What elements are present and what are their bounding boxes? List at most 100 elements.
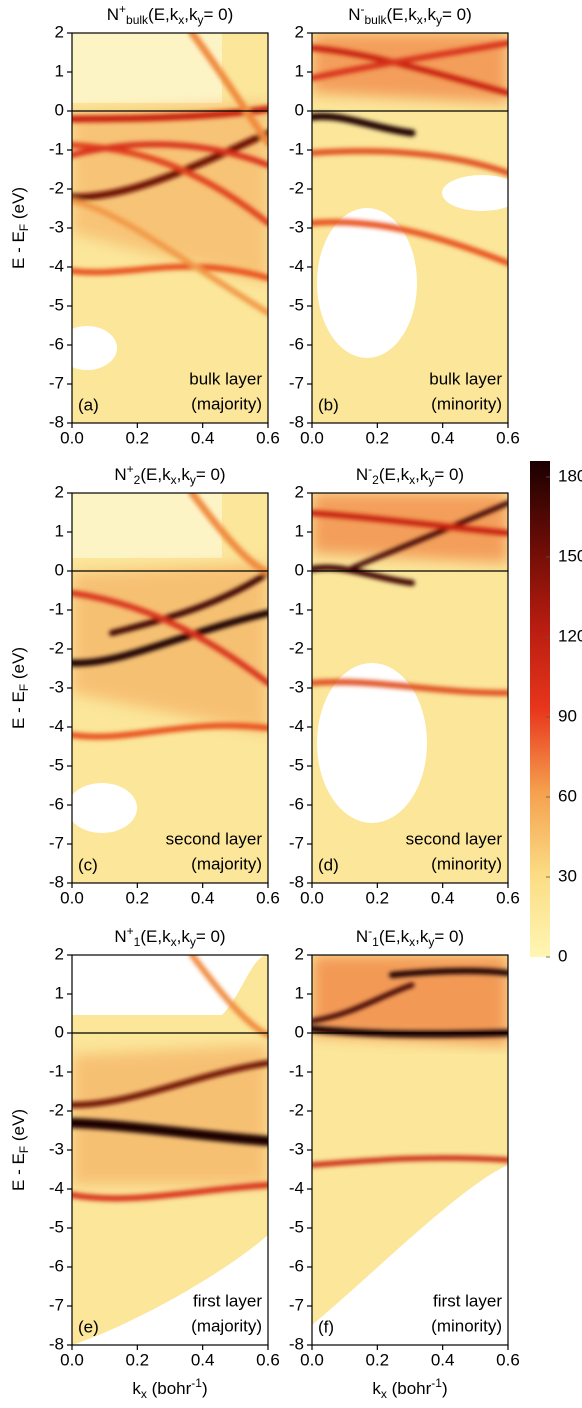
x-tick-label: 0.6 <box>496 1350 520 1369</box>
y-tick-label: -8 <box>49 872 64 891</box>
y-axis-label: E - EF (eV) <box>9 1109 31 1191</box>
y-tick-label: -5 <box>49 295 64 314</box>
y-tick-label: 1 <box>55 983 64 1002</box>
panel-label: (e) <box>78 1317 99 1336</box>
panel-title-part: y <box>436 13 442 27</box>
y-tick-label: 1 <box>55 61 64 80</box>
y-tick-label: -1 <box>289 599 304 618</box>
annotation: first layer <box>193 1291 262 1310</box>
annotation: (minority) <box>431 394 502 413</box>
panel-title-part: + <box>127 462 134 476</box>
annotation: (minority) <box>431 854 502 873</box>
y-tick-label: -8 <box>289 872 304 891</box>
density-shading <box>312 493 508 883</box>
y-tick-label: -4 <box>49 1178 64 1197</box>
panel-title-part: + <box>127 924 134 938</box>
y-tick-label: 0 <box>55 100 64 119</box>
panel-title-part: ,k <box>415 465 429 484</box>
x-tick-label: 0.4 <box>191 428 215 447</box>
y-tick-label: -8 <box>289 412 304 431</box>
panel-title-part: = 0) <box>442 5 472 24</box>
colorbar <box>530 461 550 957</box>
y-tick-label: -1 <box>49 139 64 158</box>
density-shading <box>72 955 268 1345</box>
y-axis-label-part: E - E <box>9 691 28 729</box>
x-tick-label: 0.4 <box>431 1350 455 1369</box>
x-axis-label-part: ) <box>202 1379 208 1398</box>
panel-title-part: ,k <box>184 5 198 24</box>
panel-title-part: (E,k <box>140 465 171 484</box>
y-tick-label: -2 <box>289 178 304 197</box>
panel-title-part: - <box>361 2 365 16</box>
panel-label: (b) <box>318 395 339 414</box>
y-axis-label-part: F <box>17 1146 31 1153</box>
y-tick-label: 2 <box>55 944 64 963</box>
density-shading <box>72 33 268 423</box>
x-tick-label: 0.4 <box>431 428 455 447</box>
panel-title-part: bulk <box>365 13 388 27</box>
panel-title-part: x <box>171 473 177 487</box>
annotation: bulk layer <box>189 369 262 388</box>
y-tick-label: -1 <box>289 1061 304 1080</box>
x-tick-label: 0.0 <box>300 1350 324 1369</box>
y-axis-label: E - EF (eV) <box>9 647 31 729</box>
x-axis-label-part: x <box>381 1387 387 1401</box>
y-tick-label: -7 <box>49 1295 64 1314</box>
y-tick-label: -7 <box>49 833 64 852</box>
density-shading <box>312 33 508 423</box>
annotation: (majority) <box>191 394 262 413</box>
y-tick-label: -2 <box>289 638 304 657</box>
x-tick-label: 0.2 <box>126 428 150 447</box>
y-tick-label: -7 <box>289 833 304 852</box>
y-tick-label: -3 <box>289 217 304 236</box>
x-tick-label: 0.6 <box>496 888 520 907</box>
y-tick-label: 2 <box>55 22 64 41</box>
x-tick-label: 0.0 <box>60 888 84 907</box>
y-tick-label: 1 <box>295 521 304 540</box>
panel-title-part: (E,k <box>148 5 179 24</box>
panel-title-part: y <box>190 935 196 949</box>
y-tick-label: -8 <box>49 412 64 431</box>
x-axis-label-part: ) <box>442 1379 448 1398</box>
y-tick-label: -8 <box>49 1334 64 1353</box>
y-tick-label: -3 <box>49 217 64 236</box>
panel-title: N+2(E,kx,ky= 0) <box>114 462 225 487</box>
y-tick-label: -3 <box>49 677 64 696</box>
y-axis-label-part: E - E <box>9 231 28 269</box>
x-tick-label: 0.6 <box>256 888 280 907</box>
y-tick-label: -1 <box>49 1061 64 1080</box>
y-tick-label: -2 <box>49 638 64 657</box>
panel-label: (d) <box>318 855 339 874</box>
y-tick-label: -4 <box>289 1178 304 1197</box>
panel-title-part: = 0) <box>434 465 464 484</box>
y-axis-label-part: F <box>17 224 31 231</box>
x-axis-label: kx (bohr-1) <box>132 1376 207 1401</box>
annotation: bulk layer <box>429 369 502 388</box>
y-tick-label: -7 <box>49 373 64 392</box>
panel-title-part: x <box>178 13 184 27</box>
x-axis-label-part: (bohr <box>387 1379 432 1398</box>
x-tick-label: 0.6 <box>256 428 280 447</box>
x-axis-label-part: -1 <box>431 1376 442 1390</box>
panel-label: (f) <box>318 1317 334 1336</box>
x-tick-label: 0.0 <box>300 428 324 447</box>
panel-title-part: + <box>119 2 126 16</box>
annotation: first layer <box>433 1291 502 1310</box>
y-tick-label: 2 <box>295 482 304 501</box>
colorbar-tick-label: 30 <box>558 866 577 885</box>
colorbar-tick-label: 60 <box>558 786 577 805</box>
annotation: (minority) <box>431 1316 502 1335</box>
panel-label: (a) <box>78 395 99 414</box>
y-tick-label: -3 <box>49 1139 64 1158</box>
panel-title-part: = 0) <box>434 927 464 946</box>
y-tick-label: -6 <box>49 794 64 813</box>
x-tick-label: 0.2 <box>366 428 390 447</box>
panel-title-part: - <box>368 924 372 938</box>
panel-title-part: = 0) <box>204 5 234 24</box>
panel-title-part: y <box>428 935 434 949</box>
y-tick-label: -5 <box>289 295 304 314</box>
y-tick-label: -4 <box>289 256 304 275</box>
y-axis-label-part: E - E <box>9 1153 28 1191</box>
panel-title-part: (E,k <box>379 927 410 946</box>
